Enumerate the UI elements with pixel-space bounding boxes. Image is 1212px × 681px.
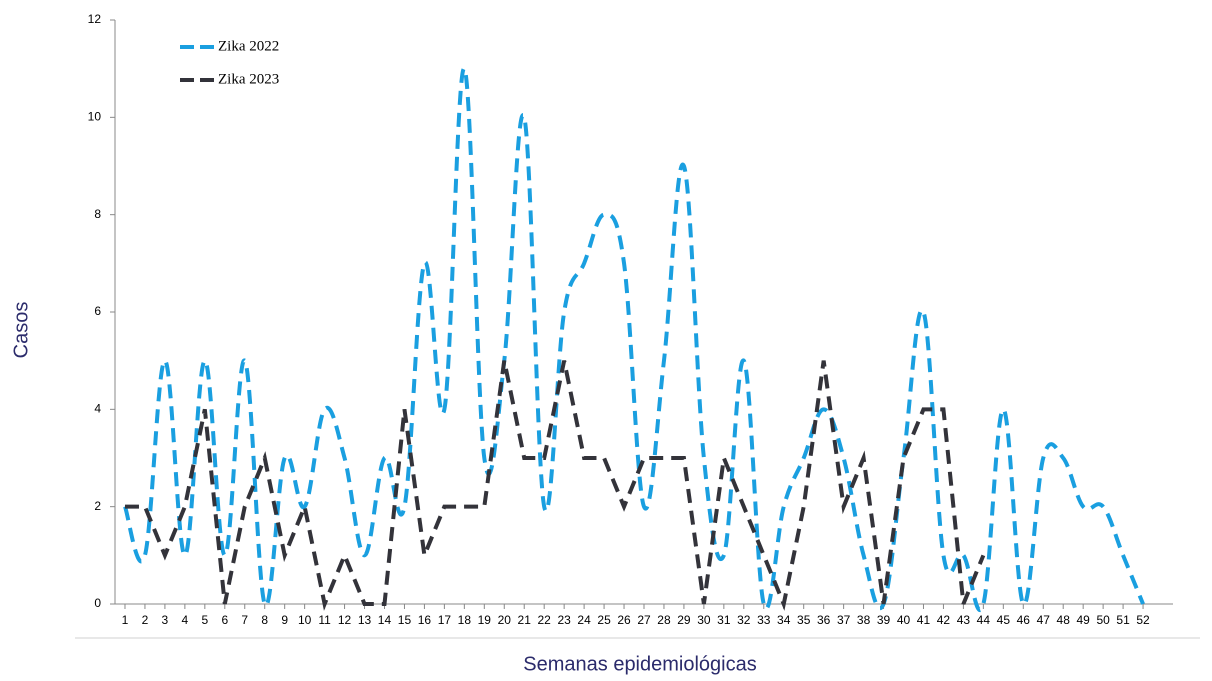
x-tick-label: 5 — [201, 613, 208, 627]
x-tick-label: 35 — [797, 613, 811, 627]
x-tick-label: 12 — [338, 613, 352, 627]
x-tick-label: 11 — [318, 613, 331, 627]
x-tick-label: 52 — [1136, 613, 1150, 627]
x-tick-label: 6 — [221, 613, 228, 627]
x-tick-label: 7 — [241, 613, 248, 627]
x-tick-label: 44 — [977, 613, 991, 627]
y-tick-label: 0 — [94, 596, 101, 610]
x-tick-label: 8 — [261, 613, 268, 627]
x-tick-label: 15 — [398, 613, 412, 627]
y-tick-label: 6 — [94, 304, 101, 318]
x-tick-label: 45 — [997, 613, 1011, 627]
x-tick-label: 50 — [1096, 613, 1110, 627]
x-tick-label: 48 — [1057, 613, 1071, 627]
y-tick-label: 8 — [94, 207, 101, 221]
x-tick-label: 43 — [957, 613, 971, 627]
y-tick-label: 10 — [88, 110, 102, 124]
y-axis-title: Casos — [10, 302, 32, 359]
series-line — [123, 66, 1145, 613]
x-tick-label: 46 — [1017, 613, 1031, 627]
x-tick-label: 27 — [637, 613, 651, 627]
y-tick-label: 4 — [94, 402, 101, 416]
x-tick-label: 29 — [677, 613, 691, 627]
x-tick-label: 38 — [857, 613, 871, 627]
x-tick-label: 32 — [737, 613, 751, 627]
x-tick-label: 39 — [877, 613, 891, 627]
x-tick-label: 28 — [657, 613, 671, 627]
series-line — [124, 360, 986, 611]
x-tick-label: 20 — [498, 613, 512, 627]
x-tick-label: 9 — [281, 613, 288, 627]
legend-label: Zika 2022 — [218, 38, 279, 54]
x-tick-label: 10 — [298, 613, 312, 627]
y-tick-label: 2 — [94, 499, 101, 513]
x-tick-label: 30 — [697, 613, 711, 627]
x-tick-label: 31 — [717, 613, 731, 627]
x-axis-title: Semanas epidemiológicas — [523, 653, 756, 675]
x-tick-label: 22 — [538, 613, 552, 627]
x-tick-label: 2 — [142, 613, 149, 627]
x-tick-label: 3 — [162, 613, 169, 627]
y-tick-label: 12 — [88, 12, 102, 26]
x-tick-label: 18 — [458, 613, 472, 627]
legend-label: Zika 2023 — [218, 71, 279, 87]
x-tick-label: 37 — [837, 613, 851, 627]
x-tick-label: 49 — [1076, 613, 1090, 627]
x-tick-label: 14 — [378, 613, 392, 627]
x-tick-label: 33 — [757, 613, 771, 627]
x-tick-label: 4 — [182, 613, 189, 627]
x-tick-label: 19 — [478, 613, 492, 627]
x-tick-label: 17 — [438, 613, 452, 627]
x-tick-label: 21 — [518, 613, 532, 627]
x-tick-label: 13 — [358, 613, 372, 627]
x-tick-label: 25 — [597, 613, 611, 627]
x-tick-label: 1 — [122, 613, 129, 627]
x-tick-label: 41 — [917, 613, 931, 627]
x-tick-label: 34 — [777, 613, 791, 627]
x-tick-label: 40 — [897, 613, 911, 627]
x-tick-label: 23 — [557, 613, 571, 627]
x-tick-label: 24 — [577, 613, 591, 627]
x-tick-label: 36 — [817, 613, 831, 627]
x-tick-label: 16 — [418, 613, 432, 627]
x-tick-label: 26 — [617, 613, 631, 627]
x-tick-label: 42 — [937, 613, 951, 627]
x-tick-label: 47 — [1037, 613, 1051, 627]
x-tick-label: 51 — [1116, 613, 1130, 627]
